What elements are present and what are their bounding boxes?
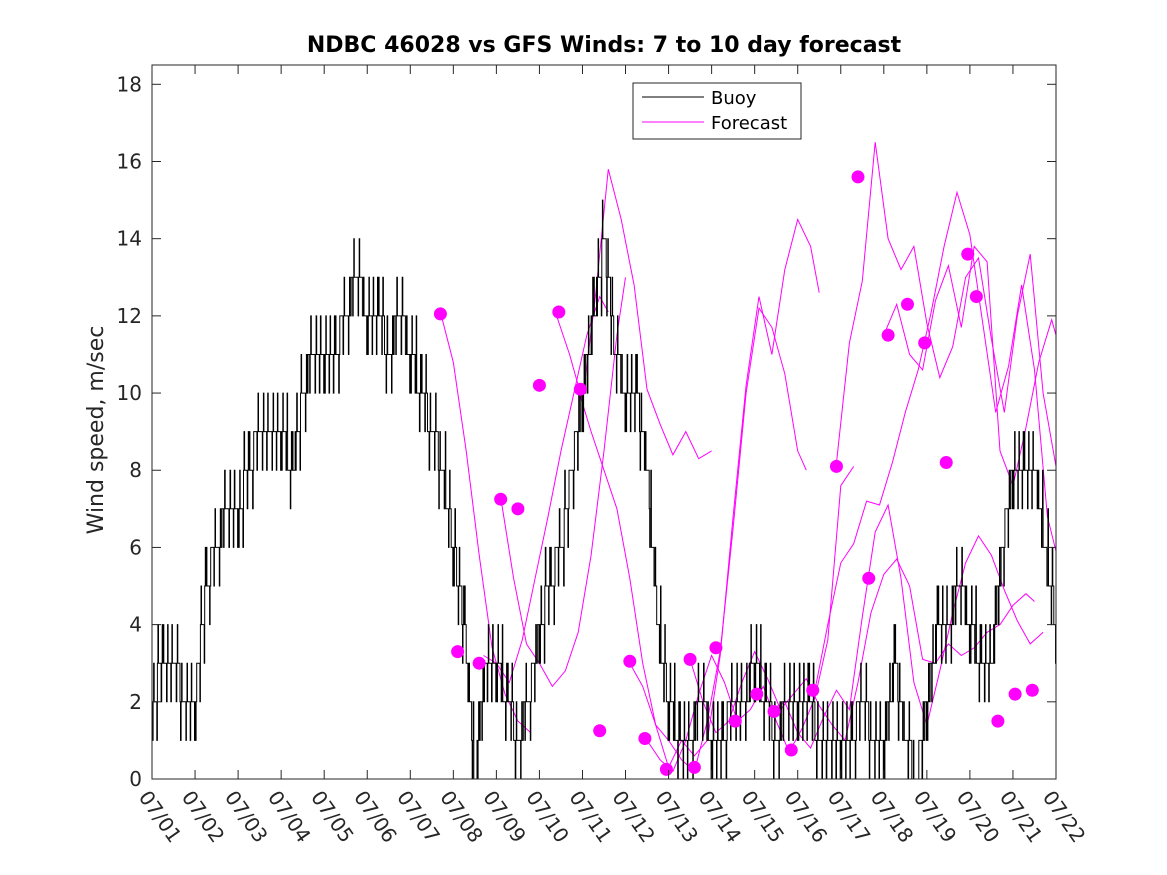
y-axis: 0 2 4 6 8 10 12 14 16 18 bbox=[117, 72, 1056, 791]
forecast-point bbox=[687, 760, 701, 774]
forecast-point bbox=[451, 645, 465, 659]
forecast-point bbox=[862, 571, 876, 585]
forecast-point bbox=[784, 743, 798, 757]
y-axis-label: Wind speed, m/sec bbox=[84, 326, 109, 535]
x-tick-label: 07/22 bbox=[1038, 786, 1091, 847]
x-tick-label: 07/07 bbox=[392, 786, 445, 847]
forecast-point bbox=[829, 459, 843, 473]
y-tick-label: 4 bbox=[129, 613, 142, 637]
forecast-line bbox=[836, 142, 1057, 467]
chart-title: NDBC 46028 vs GFS Winds: 7 to 10 day for… bbox=[307, 33, 902, 58]
legend-forecast-label: Forecast bbox=[711, 113, 787, 134]
forecast-point bbox=[900, 297, 914, 311]
forecast-point bbox=[494, 492, 508, 506]
legend: Buoy Forecast bbox=[632, 82, 802, 140]
x-tick-label: 07/02 bbox=[177, 786, 230, 847]
x-tick-label: 07/09 bbox=[478, 786, 531, 847]
forecast-point bbox=[767, 704, 781, 718]
forecast-point bbox=[806, 683, 820, 697]
x-tick-label: 07/03 bbox=[220, 786, 273, 847]
x-tick-label: 07/10 bbox=[521, 786, 574, 847]
y-tick-label: 16 bbox=[117, 149, 142, 173]
forecast-point bbox=[472, 656, 486, 670]
x-tick-label: 07/20 bbox=[952, 786, 1005, 847]
forecast-point bbox=[918, 336, 932, 350]
x-tick-label: 07/14 bbox=[694, 786, 747, 847]
forecast-point bbox=[511, 502, 525, 516]
legend-box bbox=[632, 82, 802, 140]
forecast-point bbox=[961, 247, 975, 261]
forecast-line bbox=[646, 466, 855, 773]
forecast-point bbox=[991, 714, 1005, 728]
x-tick-label: 07/16 bbox=[780, 786, 833, 847]
forecast-point bbox=[709, 641, 723, 655]
y-tick-label: 8 bbox=[129, 458, 142, 482]
x-tick-label: 07/18 bbox=[866, 786, 919, 847]
x-tick-label: 07/21 bbox=[995, 786, 1048, 847]
x-tick-label: 07/04 bbox=[263, 786, 316, 847]
forecast-point bbox=[1025, 683, 1039, 697]
y-tick-label: 0 bbox=[129, 767, 142, 791]
forecast-line bbox=[814, 190, 1057, 691]
forecast-point bbox=[1008, 687, 1022, 701]
forecast-point bbox=[532, 378, 546, 392]
buoy-line bbox=[152, 199, 1057, 780]
y-tick-label: 12 bbox=[117, 304, 142, 328]
forecast-point bbox=[638, 731, 652, 745]
forecast-point bbox=[573, 382, 587, 396]
y-tick-label: 14 bbox=[117, 227, 142, 251]
forecast-line bbox=[771, 503, 1044, 750]
forecast-point bbox=[969, 290, 983, 304]
forecast-line bbox=[883, 245, 1057, 488]
x-tick-label: 07/13 bbox=[650, 786, 703, 847]
plot-frame bbox=[151, 64, 1057, 780]
forecast-point bbox=[593, 724, 607, 738]
y-tick-label: 10 bbox=[117, 381, 142, 405]
forecast-point bbox=[623, 654, 637, 668]
x-tick-label: 07/01 bbox=[134, 786, 187, 847]
x-tick-label: 07/08 bbox=[435, 786, 488, 847]
x-tick-label: 07/06 bbox=[349, 786, 402, 847]
x-tick-label: 07/05 bbox=[306, 786, 359, 847]
forecast-line bbox=[689, 558, 1035, 742]
forecast-point bbox=[881, 328, 895, 342]
x-axis: 07/0107/0207/0307/0407/0507/0607/0707/08… bbox=[134, 65, 1091, 847]
forecast-point bbox=[659, 762, 673, 776]
forecast-point bbox=[728, 714, 742, 728]
y-tick-label: 18 bbox=[117, 72, 142, 96]
forecast-point bbox=[851, 170, 865, 184]
y-tick-label: 6 bbox=[129, 535, 142, 559]
legend-buoy-label: Buoy bbox=[711, 88, 757, 109]
marker-layer bbox=[433, 170, 1039, 776]
x-tick-label: 07/11 bbox=[564, 786, 617, 847]
forecast-point bbox=[750, 687, 764, 701]
forecast-point bbox=[683, 652, 697, 666]
x-tick-label: 07/15 bbox=[737, 786, 790, 847]
x-tick-label: 07/12 bbox=[607, 786, 660, 847]
forecast-point bbox=[552, 305, 566, 319]
x-tick-label: 07/17 bbox=[823, 786, 876, 847]
forecast-point bbox=[939, 456, 953, 470]
x-tick-label: 07/19 bbox=[909, 786, 962, 847]
series-layer bbox=[152, 142, 1057, 780]
forecast-point bbox=[433, 307, 447, 321]
y-tick-label: 2 bbox=[129, 690, 142, 714]
forecast-line bbox=[500, 277, 626, 688]
forecast-line bbox=[439, 311, 532, 734]
